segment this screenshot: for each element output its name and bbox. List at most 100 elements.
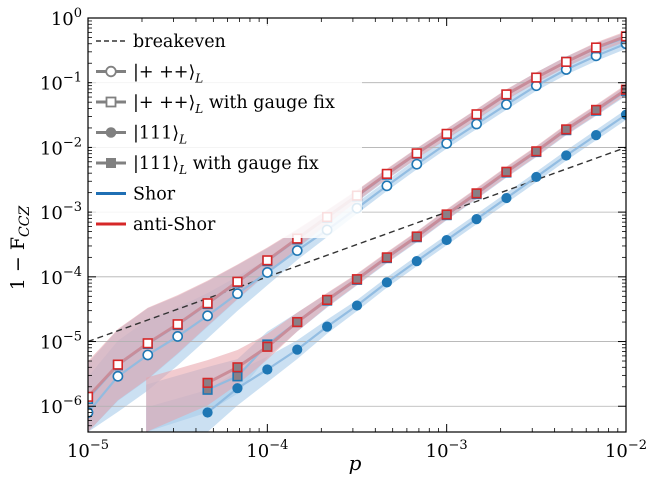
legend-label-6: anti-Shor <box>133 215 216 235</box>
legend-label-2: |+ ++⟩L with gauge fix <box>133 93 335 116</box>
legend-marker-2 <box>105 96 117 108</box>
legend-label-main-1: |+ ++⟩ <box>133 63 195 83</box>
x-tick-label-2: 10−3 <box>426 438 468 462</box>
point-5-2 <box>262 341 273 352</box>
point-2-6 <box>262 255 273 266</box>
y-tick-label-5-base: 10 <box>40 74 63 95</box>
legend-marker-3 <box>105 127 117 138</box>
x-tick-label-1-exp: −4 <box>269 438 288 453</box>
point-3-7 <box>411 256 422 267</box>
legend-label-0: breakeven <box>133 32 226 52</box>
legend-label-5: Shor <box>133 185 176 205</box>
breakeven-layer <box>88 146 626 343</box>
point-5-13 <box>591 104 602 115</box>
point-5-8 <box>441 209 452 220</box>
legend-label-sub-1: L <box>194 72 203 86</box>
legend-background <box>92 24 362 238</box>
legend-label-main-2: |+ ++⟩ <box>133 93 195 113</box>
point-0-6 <box>261 267 273 278</box>
y-tick-label-3-base: 10 <box>40 203 63 224</box>
point-3-14 <box>620 109 626 120</box>
point-3-10 <box>501 192 512 204</box>
point-5-9 <box>471 188 482 199</box>
point-0-4 <box>202 310 213 322</box>
point-0-5 <box>232 288 243 300</box>
axis-ticks: 10−5 10−4 10−3 10−210−610−510−410−310−210−1… <box>40 6 647 462</box>
y-tick-label-0-exp: −6 <box>63 394 82 409</box>
y-axis-label-sub: CCZ <box>17 206 33 237</box>
point-0-3 <box>172 331 184 342</box>
point-0-7 <box>291 245 303 256</box>
y-tick-label-1-base: 10 <box>40 333 63 354</box>
point-2-14 <box>501 89 512 100</box>
y-tick-label-1-exp: −5 <box>63 330 82 345</box>
legend-label-3: |111⟩L <box>133 124 187 147</box>
y-tick-label-6-base: 10 <box>51 9 74 30</box>
y-axis-label-main: 1 − F <box>7 237 29 290</box>
y-tick-label-3: 10−3 <box>40 200 82 224</box>
y-tick-label-4: 10−2 <box>40 135 82 159</box>
point-3-3 <box>292 344 303 355</box>
point-2-15 <box>531 72 542 83</box>
point-0-14 <box>501 99 512 110</box>
legend-label-sub-3: L <box>178 133 187 147</box>
point-5-3 <box>292 316 303 328</box>
legend-label-suffix-4: with gauge fix <box>187 154 319 174</box>
point-2-16 <box>561 56 572 67</box>
legend-label-main-4: |111⟩ <box>133 154 179 174</box>
point-5-14 <box>620 84 626 95</box>
y-tick-label-3-exp: −3 <box>63 200 82 215</box>
point-3-6 <box>381 277 392 288</box>
point-2-10 <box>381 168 392 179</box>
x-tick-label-2-exp: −3 <box>449 438 468 453</box>
legend-item-6: anti-Shor <box>96 215 216 235</box>
legend-label-1: |+ ++⟩L <box>133 63 203 86</box>
legend-item-4: |111⟩L with gauge fix <box>96 154 319 177</box>
legend-item-2: |+ ++⟩L with gauge fix <box>96 93 335 116</box>
y-tick-label-4-base: 10 <box>40 138 63 159</box>
point-3-9 <box>471 214 482 225</box>
y-tick-label-1: 10−5 <box>40 330 82 354</box>
point-3-4 <box>321 321 333 332</box>
point-2-13 <box>471 109 482 120</box>
point-5-11 <box>531 146 542 157</box>
point-2-1 <box>112 359 123 370</box>
x-tick-label-0-base: 10 <box>67 441 90 462</box>
point-0-1 <box>112 370 124 382</box>
point-2-2 <box>142 338 153 349</box>
y-tick-label-6: 100 <box>51 6 82 30</box>
legend-label-main-3: |111⟩ <box>133 124 179 144</box>
y-axis-label: 1 − FCCZ <box>7 206 33 291</box>
legend-label-main-5: Shor <box>133 185 176 205</box>
legend-label-main-6: anti-Shor <box>133 215 216 235</box>
point-3-0 <box>202 407 213 418</box>
legend-label-sub-2: L <box>194 102 203 116</box>
point-3-5 <box>351 300 363 311</box>
point-2-12 <box>441 128 452 139</box>
y-tick-label-6-exp: 0 <box>74 6 82 21</box>
point-2-4 <box>202 298 213 309</box>
plot-frame <box>87 17 627 433</box>
legend-label-sub-4: L <box>178 163 187 177</box>
legend: breakeven|+ ++⟩L|+ ++⟩L with gauge fix|1… <box>92 24 362 238</box>
series-3 <box>202 109 626 418</box>
point-2-11 <box>411 148 422 159</box>
x-tick-label-1-base: 10 <box>246 441 269 462</box>
point-4-1 <box>232 371 243 382</box>
x-tick-label-3: 10−2 <box>605 438 647 462</box>
series-5 <box>202 84 626 388</box>
point-0-12 <box>441 138 453 149</box>
legend-item-5: Shor <box>96 185 176 205</box>
point-5-10 <box>501 166 512 177</box>
x-tick-label-2-base: 10 <box>426 441 449 462</box>
point-2-0 <box>88 391 94 402</box>
y-tick-label-4-exp: −2 <box>63 135 82 150</box>
legend-marker-4 <box>106 158 116 168</box>
point-3-2 <box>262 364 273 375</box>
point-3-12 <box>561 150 572 161</box>
series-layer <box>88 31 626 418</box>
y-tick-label-2: 10−4 <box>40 265 82 289</box>
point-5-5 <box>351 274 363 285</box>
point-2-3 <box>172 319 183 330</box>
